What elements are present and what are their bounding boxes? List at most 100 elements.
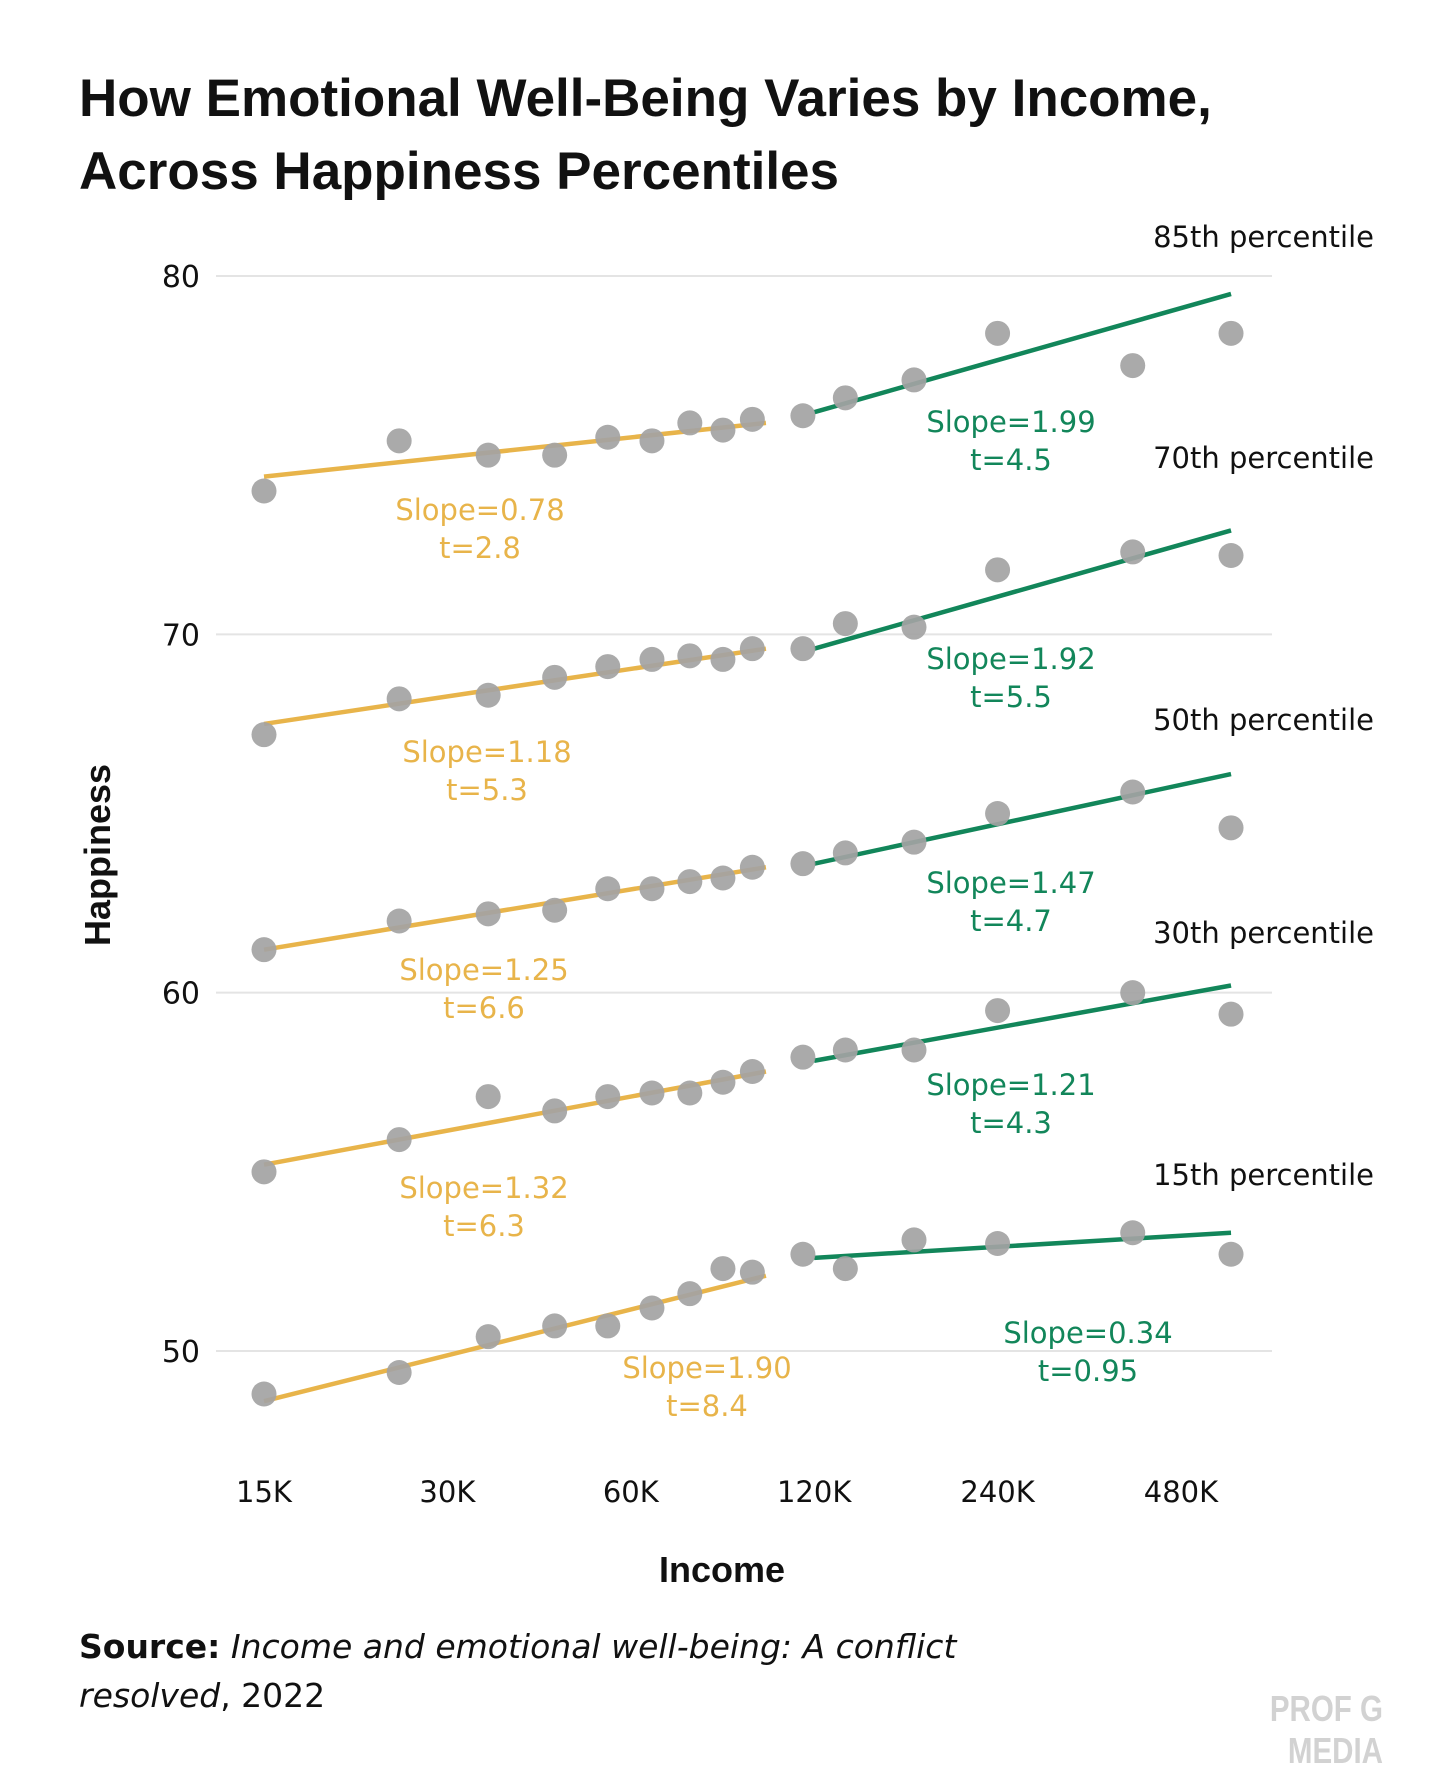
series-2-high-slope-label: Slope=1.92 bbox=[926, 642, 1095, 676]
series-2-point-1 bbox=[251, 722, 277, 748]
series-5-point-6 bbox=[639, 1295, 665, 1321]
series-1-high-fit-line bbox=[813, 291, 1232, 415]
series-1-low-slope-label: Slope=0.78 bbox=[395, 493, 564, 527]
series-5-point-12 bbox=[901, 1227, 927, 1253]
series-2-high-t-label: t=5.5 bbox=[970, 680, 1052, 714]
series-2-point-6 bbox=[639, 646, 665, 672]
x-tick-15K: 15K bbox=[236, 1475, 293, 1509]
series-4-point-2 bbox=[386, 1127, 412, 1153]
y-tick-50: 50 bbox=[162, 1335, 200, 1370]
series-3-name-label: 50th percentile bbox=[1153, 703, 1374, 737]
series-5-low-slope-label: Slope=1.90 bbox=[622, 1351, 791, 1385]
series-4-point-10 bbox=[790, 1044, 816, 1070]
series-3-point-4 bbox=[542, 897, 568, 923]
data-points bbox=[251, 320, 1244, 1407]
series-1-low-t-label: t=2.8 bbox=[439, 531, 521, 565]
series-4-point-8 bbox=[710, 1069, 736, 1095]
series-2-point-15 bbox=[1218, 543, 1244, 568]
series-5-high-t-label: t=0.95 bbox=[1038, 1354, 1138, 1388]
series-4-point-9 bbox=[739, 1059, 765, 1084]
source-year: , 2022 bbox=[220, 1676, 326, 1715]
series-3-point-8 bbox=[710, 865, 736, 891]
series-3-point-10 bbox=[790, 851, 816, 877]
series-4-point-6 bbox=[639, 1080, 665, 1106]
series-3-high-fit-line bbox=[813, 771, 1232, 866]
series-3-point-3 bbox=[475, 901, 501, 927]
series-5-point-14 bbox=[1120, 1220, 1146, 1246]
series-3-point-15 bbox=[1218, 815, 1244, 841]
series-5-point-1 bbox=[251, 1381, 277, 1407]
x-tick-240K: 240K bbox=[960, 1475, 1035, 1509]
series-1-point-10 bbox=[790, 403, 816, 429]
series-3-point-2 bbox=[386, 908, 412, 934]
series-3-point-9 bbox=[739, 854, 765, 880]
series-2-point-14 bbox=[1120, 539, 1146, 565]
series-1-high-t-label: t=4.5 bbox=[970, 443, 1052, 477]
series-4-point-3 bbox=[475, 1084, 501, 1110]
series-1-point-1 bbox=[251, 478, 277, 504]
source-title: Income and emotional well-being: A confl… bbox=[79, 1627, 957, 1715]
series-3-point-6 bbox=[639, 876, 665, 902]
series-3-high-t-label: t=4.7 bbox=[970, 904, 1052, 938]
series-3-point-12 bbox=[901, 829, 927, 855]
series-4-point-14 bbox=[1120, 980, 1146, 1006]
series-1-point-8 bbox=[710, 417, 736, 443]
series-3-point-13 bbox=[985, 801, 1011, 826]
series-4-point-4 bbox=[542, 1098, 568, 1124]
chart-title: How Emotional Well-Being Varies by Incom… bbox=[79, 69, 1212, 201]
series-2-point-8 bbox=[710, 646, 736, 672]
x-axis-label: Income bbox=[659, 1549, 785, 1590]
series-1-point-5 bbox=[595, 424, 621, 450]
x-tick-30K: 30K bbox=[419, 1475, 476, 1509]
x-tick-480K: 480K bbox=[1144, 1475, 1219, 1509]
y-tick-80: 80 bbox=[162, 260, 200, 295]
source-label: Source: bbox=[79, 1627, 221, 1666]
series-2-point-2 bbox=[386, 686, 412, 712]
series-5-name-label: 15th percentile bbox=[1153, 1158, 1374, 1192]
series-5-point-13 bbox=[985, 1231, 1011, 1256]
series-3-point-11 bbox=[832, 840, 858, 866]
series-4-low-slope-label: Slope=1.32 bbox=[399, 1171, 568, 1205]
series-5-point-5 bbox=[595, 1313, 621, 1339]
series-5-low-t-label: t=8.4 bbox=[666, 1389, 748, 1423]
series-4-high-slope-label: Slope=1.21 bbox=[926, 1068, 1095, 1102]
series-4-point-1 bbox=[251, 1159, 277, 1185]
series-5-high-slope-label: Slope=0.34 bbox=[1003, 1316, 1172, 1350]
series-1-point-3 bbox=[475, 442, 501, 468]
series-1-point-6 bbox=[639, 428, 665, 454]
series-1-high-slope-label: Slope=1.99 bbox=[926, 405, 1095, 439]
series-4-high-fit-line bbox=[813, 983, 1232, 1063]
series-2-low-t-label: t=5.3 bbox=[446, 773, 528, 807]
series-3-point-5 bbox=[595, 876, 621, 902]
series-5-point-11 bbox=[832, 1256, 858, 1282]
series-5-point-15 bbox=[1218, 1241, 1244, 1267]
series-5-point-2 bbox=[386, 1360, 412, 1385]
series-2-point-3 bbox=[475, 682, 501, 708]
series-4-point-5 bbox=[595, 1084, 621, 1110]
series-5-point-7 bbox=[677, 1281, 703, 1307]
series-2-low-slope-label: Slope=1.18 bbox=[402, 735, 571, 769]
series-5-point-3 bbox=[475, 1324, 501, 1350]
series-4-point-11 bbox=[832, 1037, 858, 1063]
series-4-low-t-label: t=6.3 bbox=[443, 1209, 525, 1243]
series-3-point-7 bbox=[677, 869, 703, 895]
series-2-point-7 bbox=[677, 643, 703, 669]
series-3-low-slope-label: Slope=1.25 bbox=[399, 953, 568, 987]
series-4-point-15 bbox=[1218, 1001, 1244, 1027]
series-2-point-10 bbox=[790, 636, 816, 662]
series-5-point-9 bbox=[739, 1259, 765, 1285]
series-1-point-7 bbox=[677, 410, 703, 436]
series-4-point-13 bbox=[985, 998, 1011, 1024]
x-tick-60K: 60K bbox=[603, 1475, 660, 1509]
series-3-low-t-label: t=6.6 bbox=[443, 991, 525, 1025]
brand-logo: PROF G MEDIA bbox=[1269, 1688, 1383, 1771]
series-3-high-slope-label: Slope=1.47 bbox=[926, 866, 1095, 900]
series-2-point-12 bbox=[901, 614, 927, 640]
series-1-name-label: 85th percentile bbox=[1153, 220, 1374, 254]
series-1-point-12 bbox=[901, 367, 927, 393]
series-1-point-14 bbox=[1120, 353, 1146, 379]
x-tick-120K: 120K bbox=[777, 1475, 852, 1509]
series-2-high-fit-line bbox=[813, 528, 1232, 651]
series-2-point-5 bbox=[595, 654, 621, 680]
grid-lines bbox=[216, 275, 1272, 1352]
